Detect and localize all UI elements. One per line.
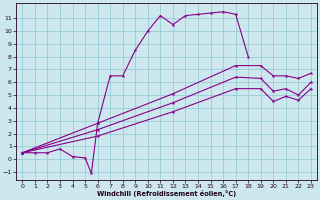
X-axis label: Windchill (Refroidissement éolien,°C): Windchill (Refroidissement éolien,°C) — [97, 190, 236, 197]
